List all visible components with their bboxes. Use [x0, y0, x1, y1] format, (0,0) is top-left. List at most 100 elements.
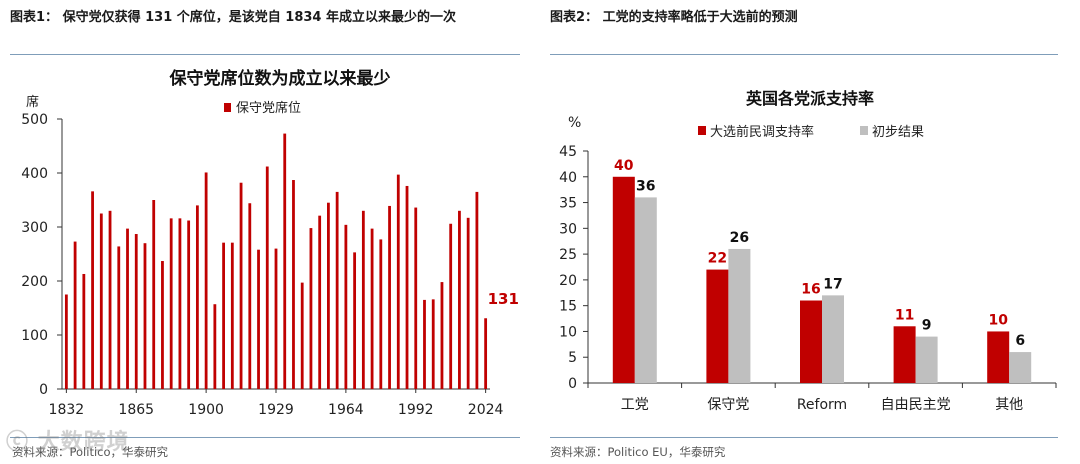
left-bar [361, 210, 365, 389]
right-y-tick-label: 45 [559, 144, 577, 160]
left-bar [405, 185, 409, 389]
left-y-tick-label: 200 [21, 274, 48, 290]
left-bar [484, 318, 488, 389]
left-top-rule [10, 54, 520, 55]
left-y-unit: 席 [26, 94, 39, 110]
left-bar [475, 191, 479, 389]
right-figure: 图表2： 工党的支持率略低于大选前的预测 英国各党派支持率% 大选前民调支持率 初步… [548, 0, 1080, 464]
left-bar [274, 248, 278, 389]
right-bar-value-label: 40 [614, 158, 634, 174]
right-bar [822, 295, 844, 383]
left-bar [230, 242, 234, 389]
right-bar-value-label: 11 [895, 307, 914, 323]
right-x-category-label: 自由民主党 [881, 397, 951, 413]
left-bar [257, 249, 260, 389]
left-bar [265, 166, 269, 389]
left-y-tick-label: 400 [21, 166, 48, 182]
left-y-tick-label: 500 [21, 112, 48, 128]
left-bar [239, 182, 243, 389]
left-bar [126, 228, 129, 389]
left-bar [283, 133, 287, 389]
right-y-tick-label: 35 [559, 196, 577, 212]
right-bottom-rule [550, 437, 1058, 438]
right-legend-swatch [698, 126, 706, 135]
right-y-tick-label: 30 [559, 221, 577, 237]
left-chart-title: 保守党席位数为成立以来最少 [169, 68, 391, 89]
left-bar [449, 223, 453, 389]
left-bar [143, 243, 147, 389]
left-bar [318, 215, 322, 389]
right-bar-value-label: 16 [801, 282, 820, 298]
left-bar [458, 210, 461, 389]
left-bar [64, 294, 68, 389]
left-bar [353, 252, 357, 389]
left-bar [292, 180, 295, 389]
left-bar [327, 202, 330, 389]
left-bar [91, 191, 94, 389]
right-y-unit: % [568, 115, 581, 131]
right-bar-value-label: 9 [922, 318, 932, 334]
left-bar [248, 203, 252, 389]
right-bar [987, 331, 1010, 383]
left-legend-swatch [224, 103, 231, 112]
right-top-rule [550, 54, 1058, 55]
left-bar [344, 224, 348, 389]
right-bar-value-label: 17 [823, 276, 842, 292]
right-y-tick-label: 25 [559, 247, 577, 263]
left-y-tick-label: 100 [21, 328, 48, 344]
left-y-tick-label: 300 [21, 220, 48, 236]
right-bar [800, 300, 822, 383]
left-bar [152, 200, 156, 389]
left-legend-label: 保守党席位 [236, 100, 301, 116]
right-figure-title: 图表2： 工党的支持率略低于大选前的预测 [550, 10, 798, 25]
right-chart: 英国各党派支持率% 大选前民调支持率 初步结果 0 5 10 15 20 25 30 35 40 45 4… [559, 89, 1057, 413]
right-bar [728, 248, 751, 383]
right-x-category-label: 保守党 [707, 397, 749, 413]
right-bar [706, 269, 729, 383]
left-bar [169, 218, 173, 389]
left-bottom-rule [10, 437, 520, 438]
left-bar [431, 299, 435, 389]
right-source: 资料来源：Politico EU，华泰研究 [550, 445, 726, 459]
right-legend-label: 初步结果 [872, 125, 924, 140]
right-bar [893, 326, 916, 383]
left-bar [213, 304, 217, 389]
left-bar [335, 191, 339, 389]
left-bar [73, 241, 77, 389]
right-bar [634, 197, 657, 383]
left-x-tick-label: 1900 [188, 402, 224, 418]
left-bar [195, 205, 199, 389]
left-bar [370, 228, 374, 389]
left-x-tick-label: 1992 [398, 402, 434, 418]
left-bar [423, 299, 426, 389]
right-y-tick-label: 5 [568, 350, 577, 366]
right-y-tick-label: 20 [559, 273, 577, 289]
left-x-tick-label: 1964 [328, 402, 364, 418]
left-bar [178, 218, 182, 389]
right-bar [915, 336, 938, 383]
left-figure-title: 图表1： 保守党仅获得 131 个席位，是该党自 1834 年成立以来最少的一次 [10, 10, 456, 25]
right-legend-swatch [860, 126, 868, 135]
left-bar [99, 213, 103, 389]
left-bar [204, 172, 208, 389]
right-x-category-label: Reform [797, 397, 847, 413]
right-legend-label: 大选前民调支持率 [710, 124, 814, 140]
right-y-tick-label: 15 [559, 299, 577, 315]
left-x-tick-label: 2024 [468, 402, 504, 418]
left-bar [117, 246, 121, 389]
left-bar [82, 273, 86, 389]
left-bar [134, 234, 138, 389]
left-bar [396, 174, 400, 389]
right-bar-value-label: 6 [1015, 333, 1025, 349]
right-bar [1009, 352, 1032, 383]
right-bar-value-label: 22 [708, 251, 727, 267]
left-x-tick-label: 1929 [258, 402, 294, 418]
left-x-tick-label: 1832 [49, 402, 85, 418]
right-y-tick-label: 40 [559, 170, 577, 186]
watermark: ⓒ 大数跨境 [6, 430, 130, 455]
left-last-value-label: 131 [488, 290, 519, 308]
right-chart-title: 英国各党派支持率 [745, 89, 874, 108]
right-x-category-label: 其他 [995, 397, 1023, 413]
left-y-tick-label: 0 [39, 382, 48, 398]
